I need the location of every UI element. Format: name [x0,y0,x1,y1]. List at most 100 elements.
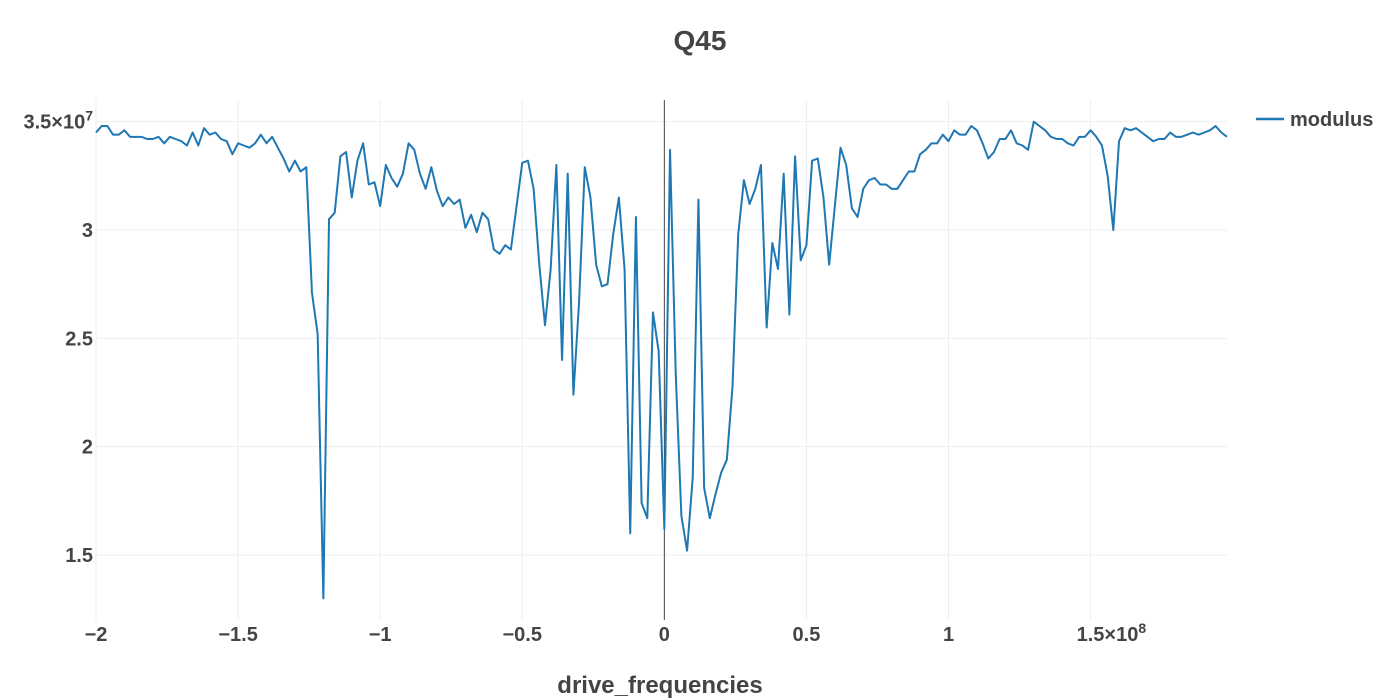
data-point [663,528,665,530]
data-point [470,214,472,216]
data-point [982,142,984,144]
data-point [101,125,103,127]
data-point [635,216,637,218]
data-point [589,197,591,199]
data-point [538,264,540,266]
data-point [146,138,148,140]
data-point [408,142,410,144]
data-point [1124,127,1126,129]
data-point [641,502,643,504]
data-point [584,166,586,168]
data-point [777,268,779,270]
data-point [220,138,222,140]
data-point [402,173,404,175]
data-point [732,385,734,387]
data-point [356,160,358,162]
data-point [95,132,97,134]
data-point [1118,140,1120,142]
data-point [612,233,614,235]
data-point [828,264,830,266]
data-point [186,145,188,147]
data-point [624,268,626,270]
x-axis-ticks: −2 −1.5 −1 −0.5 0 0.5 1 1.5×108 [85,620,1147,646]
data-point [180,140,182,142]
data-point [714,493,716,495]
data-point [334,212,336,214]
data-point [811,160,813,162]
data-point [385,164,387,166]
data-point [936,142,938,144]
x-axis-title: drive_frequencies [557,672,762,699]
data-point [214,132,216,134]
data-point [692,476,694,478]
data-point [646,517,648,519]
data-point [942,134,944,136]
data-point [760,164,762,166]
data-point [1055,138,1057,140]
data-point [345,151,347,153]
data-point [561,359,563,361]
data-point [351,197,353,199]
data-point [817,158,819,160]
legend-label-modulus: modulus [1290,109,1373,131]
data-point [317,333,319,335]
data-point [521,162,523,164]
data-point [1084,136,1086,138]
data-point [260,134,262,136]
data-point [527,160,529,162]
data-point [601,285,603,287]
data-point [481,212,483,214]
chart-title: Q45 [674,25,727,56]
data-point [726,459,728,461]
y-tick-label: 2 [82,437,93,459]
data-point [442,205,444,207]
data-point [652,311,654,313]
x-tick-label: −1.5 [218,624,257,646]
data-point [709,517,711,519]
data-point [908,171,910,173]
data-point [237,142,239,144]
data-point [1186,134,1188,136]
data-point [1169,132,1171,134]
data-point [493,249,495,251]
data-point [754,188,756,190]
data-point [487,218,489,220]
data-point [248,147,250,149]
data-point [362,142,364,144]
data-point [533,188,535,190]
data-point [476,231,478,233]
data-point [1021,145,1023,147]
data-point [254,142,256,144]
data-point [822,197,824,199]
data-point [459,199,461,201]
data-point [430,166,432,168]
data-point [436,190,438,192]
data-point [328,218,330,220]
x-tick-label: −0.5 [503,624,542,646]
data-point [720,472,722,474]
data-point [135,136,137,138]
data-point [919,153,921,155]
data-point [879,184,881,186]
data-point [555,164,557,166]
data-point [703,487,705,489]
data-point [896,188,898,190]
data-point [930,142,932,144]
data-point [1163,138,1165,140]
data-point [544,324,546,326]
data-point [788,314,790,316]
series-line-modulus[interactable] [95,120,1228,600]
data-point [1078,136,1080,138]
data-point [1095,136,1097,138]
x-tick-label: −1 [369,624,392,646]
data-point [805,244,807,246]
data-point [1033,121,1035,123]
data-point [504,244,506,246]
data-point [175,138,177,140]
data-point [322,597,324,599]
legend[interactable]: modulus [1256,109,1373,131]
x-tick-label: −2 [85,624,108,646]
data-point [311,292,313,294]
grid [95,100,1227,620]
